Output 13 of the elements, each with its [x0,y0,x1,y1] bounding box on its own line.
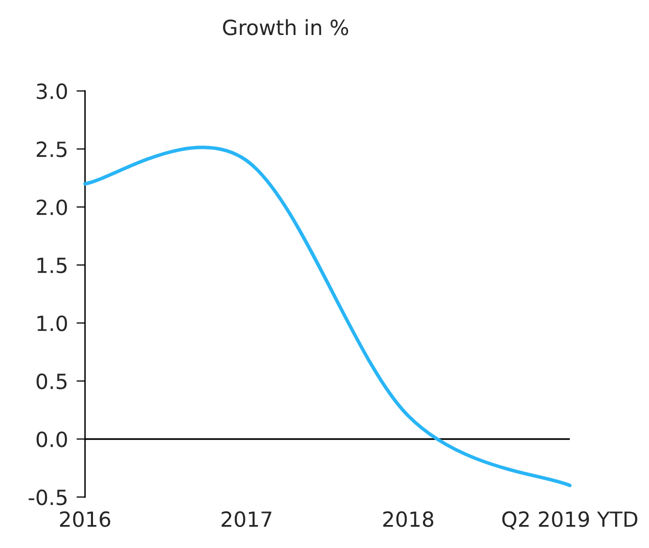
y-tick-label: 0.0 [36,431,67,448]
y-tick-label: 1.0 [38,315,67,332]
chart-title: Growth in % [223,19,348,36]
y-tick-label: 2.5 [36,141,67,158]
x-tick-label: 2017 [222,511,272,528]
y-tick-label: 3.0 [36,83,67,100]
x-tick-label: Q2 2019 YTD [502,511,638,530]
y-tick-label: 0.5 [36,373,67,390]
x-tick-label: 2018 [383,511,434,528]
y-tick-label: 2.0 [36,199,67,216]
y-tick-label: -0.5 [28,489,67,506]
y-tick-label: 1.5 [38,258,67,274]
x-tick-label: 2016 [60,511,110,528]
